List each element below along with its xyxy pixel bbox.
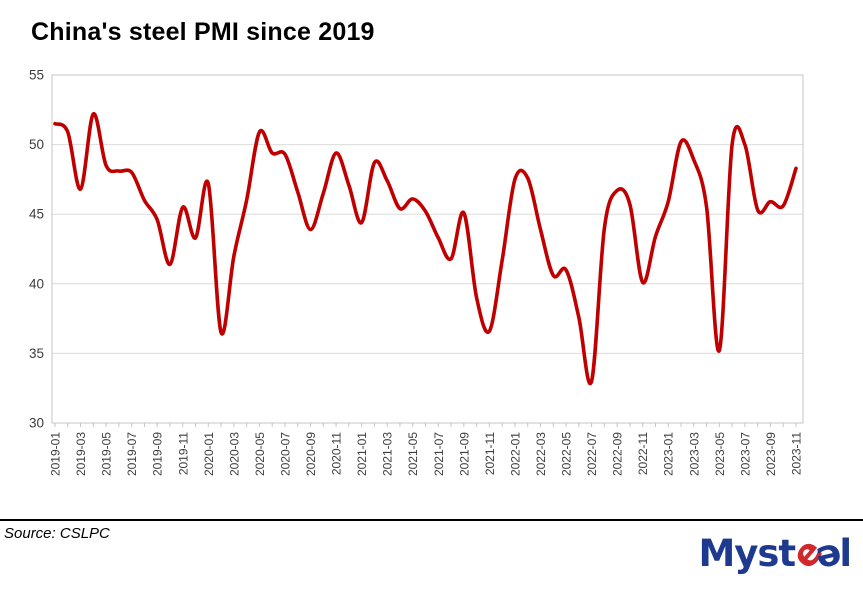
y-axis-label: 50 xyxy=(29,137,44,152)
x-axis-label: 2021-07 xyxy=(432,432,446,476)
x-axis-label: 2023-01 xyxy=(662,432,676,476)
pmi-line-chart: 30 35 40 45 50 55 2019-01 2019-03 2019-05 2019-07… xyxy=(29,68,804,476)
x-axis-label: 2021-03 xyxy=(381,432,395,476)
x-axis-label: 2020-07 xyxy=(278,432,292,476)
x-axis-label: 2019-07 xyxy=(125,432,139,476)
x-axis-label: 2023-05 xyxy=(713,432,727,476)
x-axis-label: 2022-03 xyxy=(534,432,548,476)
source-text: Source: CSLPC xyxy=(4,525,110,542)
x-axis-label: 2020-03 xyxy=(227,432,241,476)
y-axis-label: 30 xyxy=(29,416,44,431)
x-axis-label: 2020-11 xyxy=(330,432,344,475)
x-axis-label: 2022-11 xyxy=(636,432,650,475)
pmi-line-series xyxy=(53,112,798,386)
x-axis-label: 2023-09 xyxy=(764,432,778,476)
footer-divider xyxy=(0,519,863,521)
y-axis-label: 40 xyxy=(29,276,44,291)
x-axis-label: 2021-11 xyxy=(483,432,497,475)
x-axis-label: 2023-03 xyxy=(687,432,701,476)
x-axis-label: 2021-05 xyxy=(406,432,420,476)
x-axis-label: 2022-07 xyxy=(585,432,599,476)
x-axis-label: 2020-09 xyxy=(304,432,318,476)
x-axis-label: 2022-05 xyxy=(560,432,574,476)
logo-text-myst: Myst xyxy=(698,532,796,575)
logo-text-l: l xyxy=(839,532,852,575)
x-axis-label: 2021-09 xyxy=(457,432,471,476)
x-axis-label: 2020-01 xyxy=(202,432,216,476)
x-axis-label: 2023-07 xyxy=(738,432,752,476)
x-axis-label: 2019-05 xyxy=(100,432,114,476)
y-axis-label: 35 xyxy=(29,346,44,361)
plot-border xyxy=(51,74,804,424)
x-axis-label: 2019-11 xyxy=(176,432,190,475)
x-axis-label: 2022-01 xyxy=(508,432,522,476)
x-axis-label: 2023-11 xyxy=(790,432,804,475)
y-axis-label: 55 xyxy=(29,68,44,83)
x-axis-label: 2021-01 xyxy=(355,432,369,476)
page-title: China's steel PMI since 2019 xyxy=(31,18,375,46)
x-axis-label: 2019-01 xyxy=(49,432,63,476)
x-axis-label: 2020-05 xyxy=(253,432,267,476)
y-axis-label: 45 xyxy=(29,207,44,222)
x-axis-label: 2019-09 xyxy=(151,432,165,476)
mysteel-logo: Mysteəl xyxy=(698,530,852,578)
x-axis-label: 2019-03 xyxy=(74,432,88,476)
x-axis-label: 2022-09 xyxy=(611,432,625,476)
